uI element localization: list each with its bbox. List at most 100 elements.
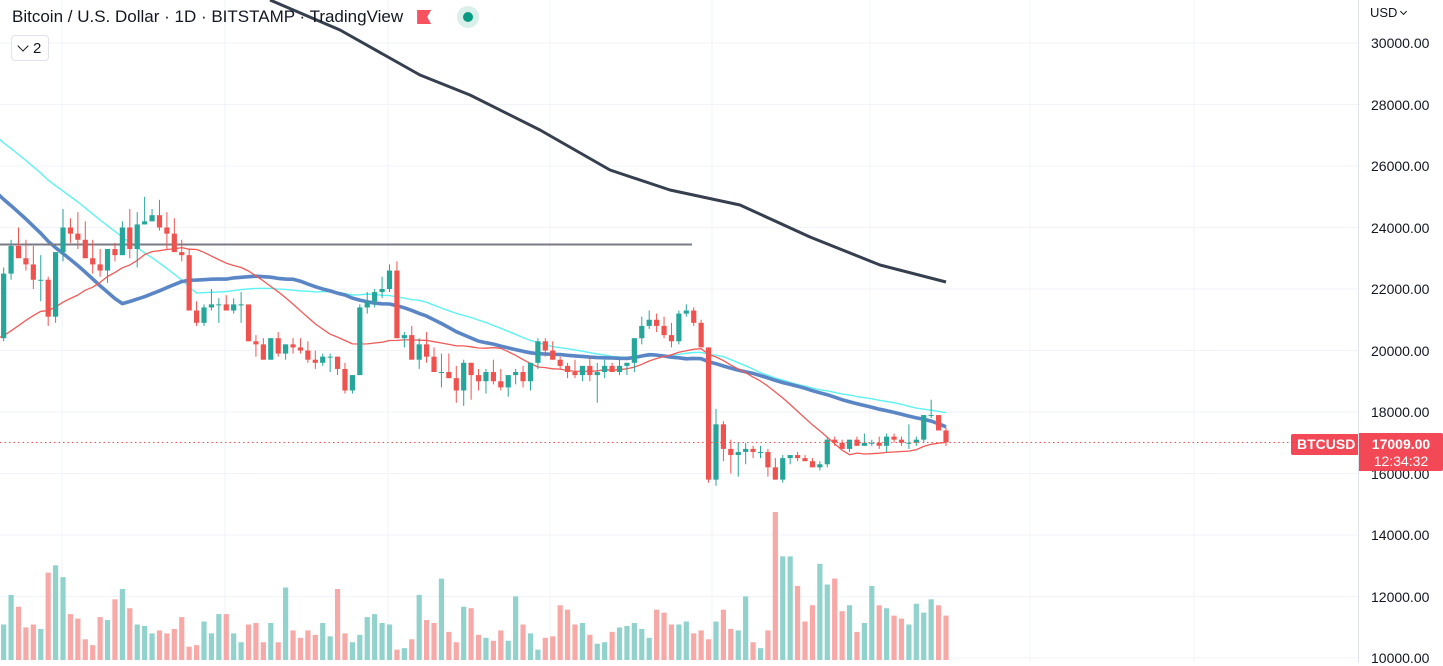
candle-body — [104, 249, 111, 271]
candle-body — [401, 335, 407, 339]
candle-body — [542, 341, 548, 351]
volume-bar — [750, 642, 756, 660]
volume-bar — [179, 617, 185, 660]
volume-bar — [839, 611, 845, 660]
candle-body — [349, 375, 355, 391]
volume-bar — [320, 623, 326, 660]
volume-bar — [824, 584, 830, 660]
candle-body — [817, 464, 823, 468]
volume-bar — [713, 621, 719, 660]
volume-bar — [82, 639, 88, 660]
candle-body — [943, 430, 949, 443]
candle-body — [683, 310, 689, 314]
price-tick-label: 12000.00 — [1371, 588, 1430, 605]
volume-bar — [624, 625, 630, 660]
volume-bar — [186, 646, 192, 660]
volume-bar — [245, 624, 252, 660]
candle-body — [424, 344, 430, 357]
candle-body — [320, 356, 326, 363]
candle-body — [327, 356, 333, 358]
candle-body — [832, 439, 838, 443]
candle-body — [602, 365, 608, 373]
volume-bar — [876, 605, 882, 660]
candle-body — [312, 359, 318, 363]
volume-bar — [283, 587, 289, 660]
ma-mid-line — [0, 193, 947, 429]
candle-body — [53, 252, 59, 317]
currency-selector[interactable]: USD — [1370, 5, 1408, 20]
candle-body — [134, 224, 140, 250]
candle-body — [334, 356, 341, 369]
candle-body — [275, 338, 281, 354]
candle-body — [379, 289, 385, 293]
chart-legend: Bitcoin / U.S. Dollar · 1D · BITSTAMP · … — [12, 6, 480, 28]
candle-body — [587, 365, 593, 376]
volume-bar — [787, 556, 793, 660]
symbol-title[interactable]: Bitcoin / U.S. Dollar · 1D · BITSTAMP · … — [12, 7, 404, 26]
volume-bar — [550, 636, 556, 660]
candle-body — [431, 356, 437, 373]
candle-body — [809, 461, 816, 468]
candle-body — [260, 344, 266, 360]
candle-body — [342, 368, 348, 391]
volume-bar — [557, 605, 563, 660]
volume-bar — [587, 634, 593, 660]
volume-bar — [743, 596, 749, 660]
flag-icon[interactable] — [417, 10, 432, 24]
candle-body — [149, 215, 155, 222]
volume-bar — [616, 627, 623, 660]
volume-bar — [809, 605, 816, 660]
volume-bar — [231, 633, 237, 660]
candle-body — [142, 221, 148, 225]
candle-body — [231, 304, 237, 311]
price-axis[interactable]: USD 30000.00 28000.00 26000.00 24000.00 2200… — [1358, 0, 1443, 666]
volume-bar — [527, 633, 534, 660]
candle-body — [802, 458, 808, 462]
volume-bar — [728, 628, 734, 660]
volume-bar — [53, 565, 59, 660]
candle-body — [305, 350, 311, 360]
candle-body — [483, 372, 489, 382]
volume-bar — [149, 633, 155, 660]
chart-pane[interactable]: Bitcoin / U.S. Dollar · 1D · BITSTAMP · … — [0, 0, 1358, 662]
volume-bar — [216, 614, 222, 660]
volume-bar — [156, 630, 163, 660]
candle-body — [757, 451, 764, 453]
volume-bar — [869, 586, 875, 660]
candle-body — [513, 372, 519, 376]
candle-body — [705, 347, 712, 480]
candle-body — [179, 252, 185, 256]
volume-bar — [572, 624, 578, 660]
candle-body — [928, 415, 934, 417]
candle-body — [112, 249, 118, 256]
candle-body — [186, 255, 192, 311]
bar-countdown: 12:34:32 — [1373, 453, 1429, 469]
candle-body — [416, 344, 422, 360]
candle-body — [119, 227, 125, 256]
candle-body — [691, 310, 697, 323]
candle-body — [913, 439, 919, 443]
volume-bar — [357, 634, 363, 660]
candle-body — [23, 258, 29, 265]
candle-body — [572, 372, 578, 376]
candle-body — [490, 372, 496, 382]
volume-bar — [312, 634, 318, 660]
candle-body — [661, 325, 667, 336]
candle-body — [45, 279, 51, 317]
collapse-indicators-button[interactable]: 2 — [11, 35, 50, 61]
candlestick-chart[interactable] — [0, 0, 1358, 662]
volume-bar — [446, 631, 452, 660]
market-status-icon[interactable] — [457, 6, 480, 28]
volume-bar — [208, 633, 215, 660]
candle-body — [505, 375, 511, 388]
volume-bar — [134, 624, 140, 660]
volume-bar — [223, 614, 229, 660]
price-tick-label: 22000.00 — [1371, 281, 1430, 297]
candle-body — [787, 455, 793, 459]
candle-body — [498, 381, 504, 388]
candle-body — [520, 372, 526, 382]
ma-long-line — [269, 0, 947, 284]
volume-bar — [67, 614, 74, 660]
volume-bar — [691, 633, 697, 660]
volume-bar — [661, 612, 667, 660]
